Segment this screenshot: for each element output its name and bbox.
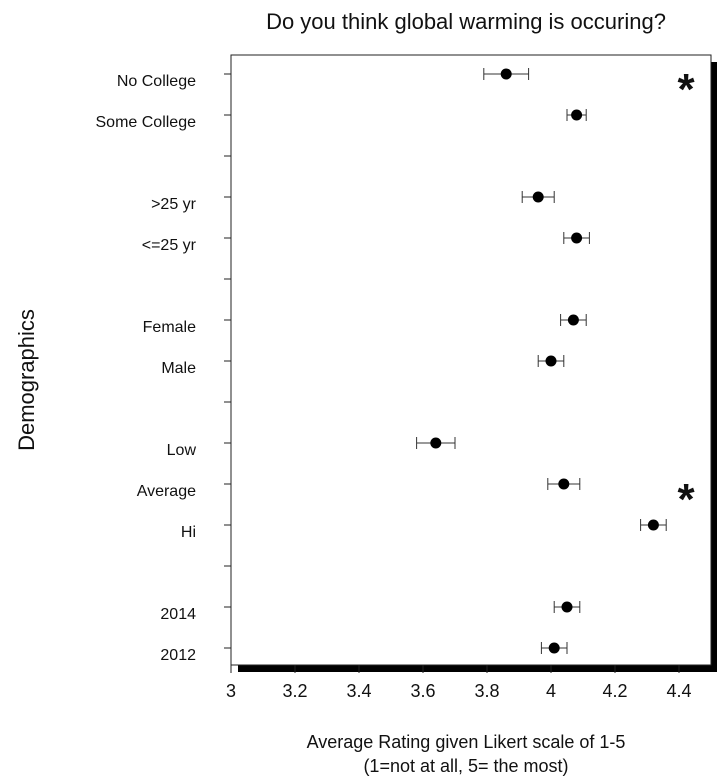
data-point — [571, 232, 583, 244]
data-point-group — [416, 437, 456, 449]
category-label: 2014 — [160, 606, 196, 623]
data-point-group — [537, 355, 565, 367]
x-tick-label: 3.6 — [410, 681, 435, 701]
category-label: <=25 yr — [142, 237, 197, 254]
data-point-group — [540, 642, 568, 654]
category-label: Male — [161, 360, 196, 377]
y-axis: No College Some College >25 yr <=25 yr Femal… — [96, 73, 231, 664]
x-tick-label: 3.2 — [282, 681, 307, 701]
data-point-group — [640, 519, 667, 531]
data-points — [416, 68, 667, 654]
data-point — [571, 109, 583, 121]
data-point — [532, 191, 544, 203]
category-label: Hi — [181, 524, 196, 541]
data-point-group — [566, 109, 587, 121]
data-point-group — [547, 478, 581, 490]
x-axis: 3 3.2 3.4 3.6 3.8 4 4.2 4.4 — [226, 665, 692, 701]
data-point — [430, 437, 442, 449]
data-point — [647, 519, 659, 531]
data-point-group — [563, 232, 590, 244]
data-point-group — [560, 314, 587, 326]
data-point — [545, 355, 557, 367]
category-label: Some College — [96, 114, 197, 131]
data-point — [548, 642, 560, 654]
x-axis-label-line2: (1=not at all, 5= the most) — [363, 756, 568, 776]
category-label: >25 yr — [151, 196, 197, 213]
x-tick-label: 4.4 — [666, 681, 691, 701]
x-tick-label: 3.8 — [474, 681, 499, 701]
data-point-group — [483, 68, 530, 80]
data-point-group — [521, 191, 555, 203]
category-label: Low — [167, 442, 197, 459]
category-label: No College — [117, 73, 196, 90]
x-axis-label-line1: Average Rating given Likert scale of 1-5 — [307, 732, 626, 752]
x-tick-label: 3 — [226, 681, 236, 701]
plot-area — [230, 54, 712, 666]
data-point-group — [553, 601, 581, 613]
data-point — [561, 601, 573, 613]
x-tick-label: 4.2 — [602, 681, 627, 701]
category-label: Average — [137, 483, 196, 500]
data-point — [558, 478, 570, 490]
significance-marker: * — [677, 475, 695, 524]
significance-marker: * — [677, 65, 695, 114]
data-point — [567, 314, 579, 326]
x-tick-label: 3.4 — [346, 681, 371, 701]
y-axis-label: Demographics — [14, 309, 39, 451]
category-label: Female — [143, 319, 196, 336]
x-tick-label: 4 — [546, 681, 556, 701]
data-point — [500, 68, 512, 80]
category-label: 2012 — [160, 647, 196, 664]
significance-markers: ** — [677, 65, 695, 524]
chart-title: Do you think global warming is occuring? — [266, 9, 666, 34]
